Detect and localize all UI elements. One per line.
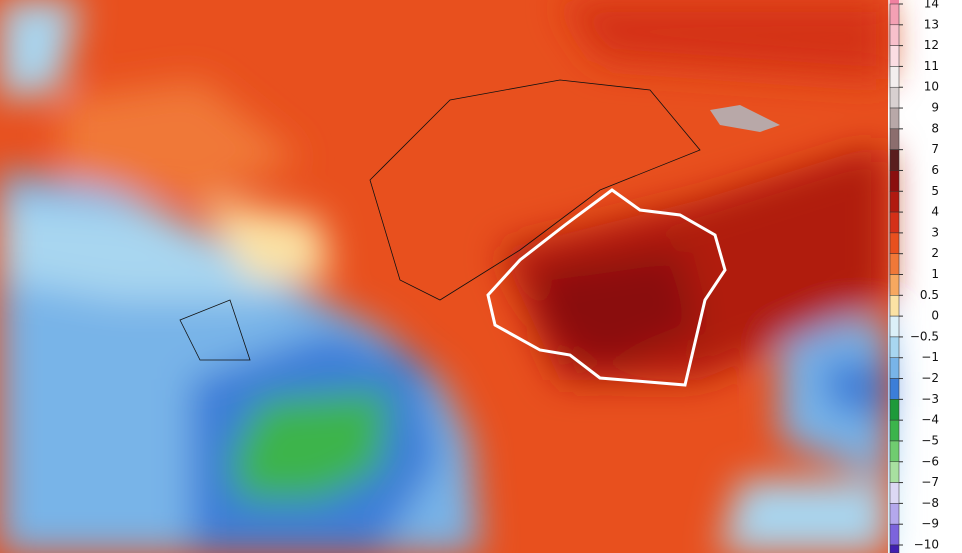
- legend-swatch: [889, 503, 900, 525]
- legend-swatch: [889, 3, 900, 26]
- legend-label: 0.5: [920, 288, 939, 302]
- legend-label: −5: [921, 433, 939, 447]
- legend-label: −0.5: [910, 329, 939, 343]
- legend-label: 7: [931, 142, 939, 156]
- legend-label: 12: [924, 38, 939, 52]
- legend-swatch: [889, 482, 900, 504]
- legend-label: 14: [924, 0, 939, 11]
- legend-label: 11: [924, 59, 939, 73]
- legend-label: 0: [931, 309, 939, 323]
- legend-label: −7: [921, 475, 939, 489]
- legend-swatch: [889, 544, 900, 553]
- legend-label: 5: [931, 184, 939, 198]
- legend-label: −8: [921, 496, 939, 510]
- legend-swatch: [889, 295, 900, 317]
- legend-label: −2: [921, 371, 939, 385]
- legend-swatch: [889, 336, 900, 358]
- legend-cap: [890, 0, 899, 4]
- legend-label: −10: [914, 538, 939, 552]
- legend-label: −4: [921, 413, 939, 427]
- legend-swatch: [889, 357, 900, 379]
- map-field: [0, 0, 888, 553]
- legend-swatch: [889, 128, 900, 150]
- legend-swatch: [889, 191, 900, 213]
- legend-swatch: [889, 315, 900, 338]
- legend-label: −3: [921, 392, 939, 406]
- legend-swatch: [889, 170, 900, 192]
- legend-swatch: [889, 66, 900, 88]
- legend-label: 2: [931, 246, 939, 260]
- legend-label: 8: [931, 121, 939, 135]
- legend-swatch: [889, 86, 900, 109]
- legend-swatch: [889, 211, 900, 234]
- legend-swatch: [889, 523, 900, 546]
- legend-swatch: [889, 107, 900, 130]
- legend-swatch: [889, 461, 900, 483]
- legend-label: 10: [924, 80, 939, 94]
- legend-label: −9: [921, 517, 939, 531]
- legend-swatch: [889, 440, 900, 463]
- legend-swatch: [889, 378, 900, 400]
- legend-label: −6: [921, 454, 939, 468]
- legend-swatch: [889, 253, 900, 275]
- legend-label: 3: [931, 225, 939, 239]
- legend-swatch: [889, 274, 900, 296]
- legend-swatch: [889, 399, 900, 421]
- legend-swatch: [889, 149, 900, 171]
- legend-label: 9: [931, 101, 939, 115]
- color-legend: 14 13 12 11 10 9 8 7 6 5 4 3 2 1 0.5 0 −0.5 −1 −2 −3 −4 −5 −6 −…: [889, 0, 939, 553]
- legend-label: 13: [924, 17, 939, 31]
- legend-swatch: [889, 45, 900, 67]
- legend-label: −1: [921, 350, 939, 364]
- legend-swatch: [889, 24, 900, 46]
- legend-label: 6: [931, 163, 939, 177]
- legend-label: 1: [931, 267, 939, 281]
- legend-swatch: [889, 232, 900, 254]
- legend-label: 4: [931, 205, 939, 219]
- legend-swatch: [889, 419, 900, 442]
